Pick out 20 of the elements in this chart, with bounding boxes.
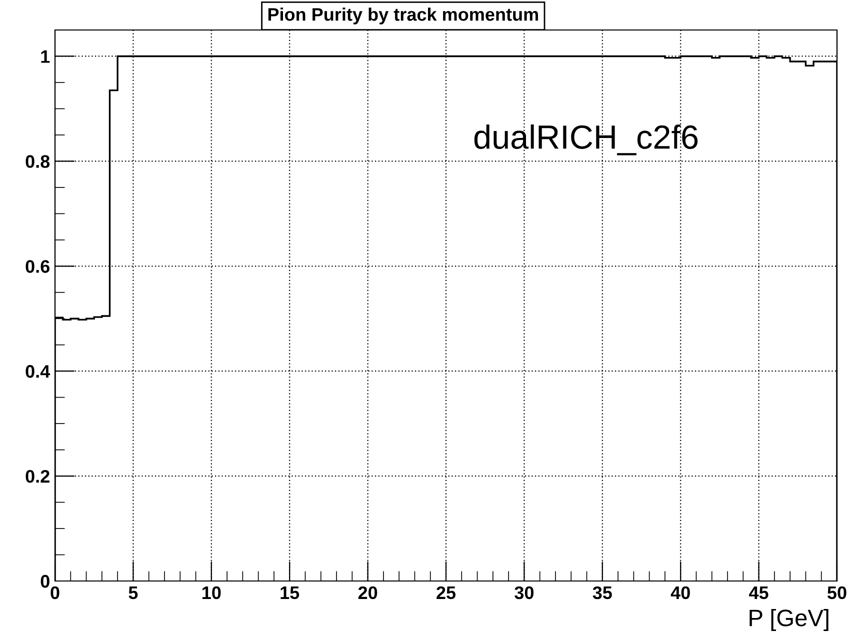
x-tick-label: 35 xyxy=(592,586,612,600)
y-tick-label: 0.4 xyxy=(26,365,50,378)
annotation: dualRICH_c2f6 xyxy=(474,124,698,156)
y-tick-label: 1 xyxy=(41,50,50,63)
chart-title: Pion Purity by track momentum xyxy=(268,8,538,24)
y-tick-label: 0 xyxy=(40,574,50,588)
x-tick-label: 10 xyxy=(202,586,221,600)
x-tick-label: 0 xyxy=(50,586,60,600)
x-tick-label: 30 xyxy=(514,586,534,600)
x-tick-label: 15 xyxy=(280,586,300,600)
x-tick-label: 50 xyxy=(828,586,846,600)
x-tick-label: 40 xyxy=(670,586,690,600)
y-tick-label: 0.8 xyxy=(26,155,50,168)
y-tick-label: 0.6 xyxy=(26,260,50,273)
y-tick-label: 0.2 xyxy=(26,470,50,483)
x-tick-label: 45 xyxy=(749,586,768,600)
x-tick-label: 5 xyxy=(128,586,138,600)
x-tick-label: 25 xyxy=(436,586,456,600)
x-tick-label: 20 xyxy=(358,586,378,600)
x-axis-title: P [GeV] xyxy=(750,608,828,632)
